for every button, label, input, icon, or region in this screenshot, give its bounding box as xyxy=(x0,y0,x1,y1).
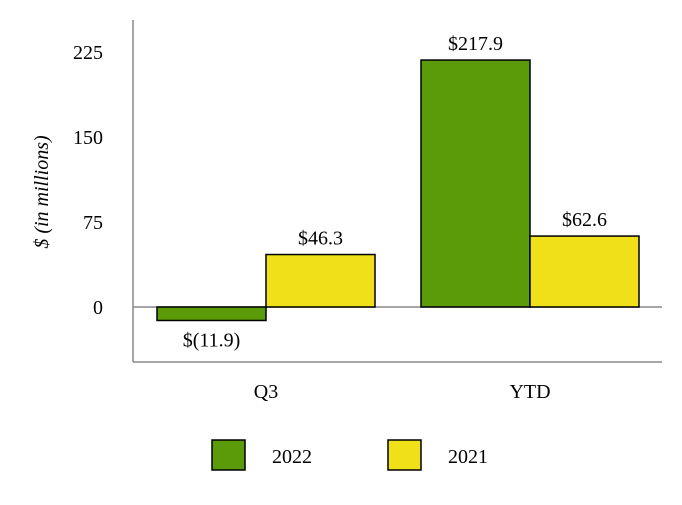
legend-label: 2022 xyxy=(272,446,312,468)
legend-label: 2021 xyxy=(448,446,488,468)
bar-2022-YTD xyxy=(420,59,531,308)
bar-2021-Q3 xyxy=(265,253,376,308)
bar-2022-Q3 xyxy=(156,306,267,322)
y-tick-label: 75 xyxy=(83,212,103,234)
data-label: $(11.9) xyxy=(183,329,241,351)
y-tick-label: 150 xyxy=(73,127,103,149)
data-label: $62.6 xyxy=(562,209,607,231)
x-tick-label: Q3 xyxy=(254,381,278,403)
legend-swatch-2022 xyxy=(211,439,246,471)
legend-swatch-2021 xyxy=(387,439,422,471)
legend: 2022 2021 xyxy=(211,439,488,471)
y-tick-label: 0 xyxy=(93,297,103,319)
y-axis-label: $ (in millions) xyxy=(31,135,53,249)
data-label: $46.3 xyxy=(298,228,343,250)
bar-2021-YTD xyxy=(529,235,640,308)
y-tick-label: 225 xyxy=(73,42,103,64)
data-label: $217.9 xyxy=(448,33,503,55)
x-tick-label: YTD xyxy=(509,381,550,403)
